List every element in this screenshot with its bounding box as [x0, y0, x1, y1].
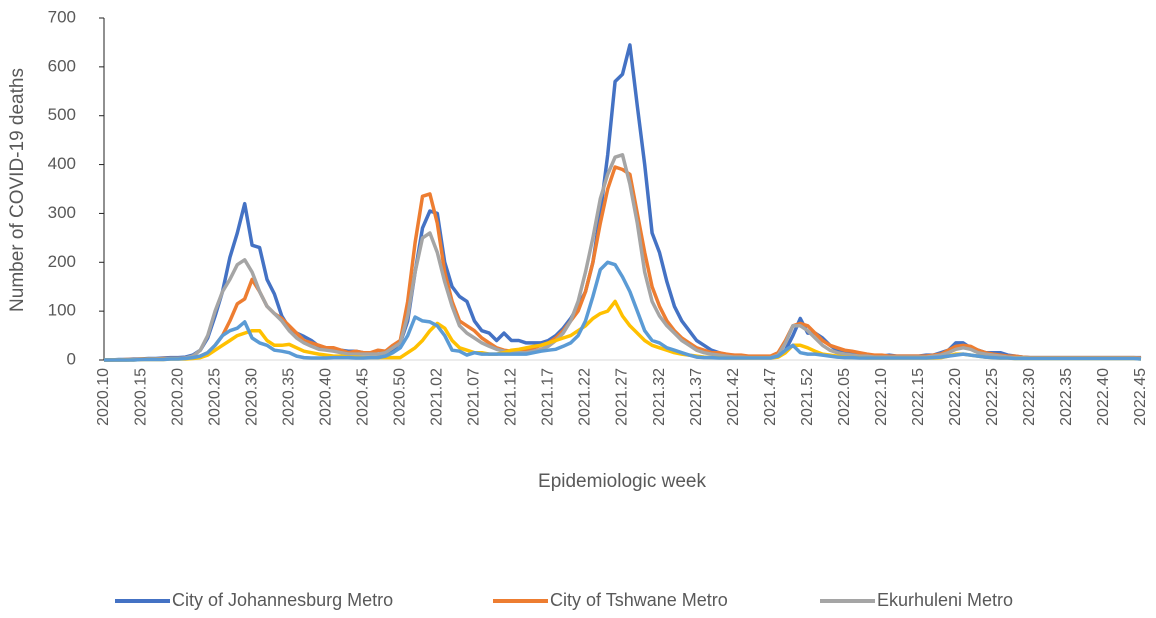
x-tick-label: 2022.40 [1095, 368, 1112, 426]
x-tick-label: 2021.17 [540, 368, 557, 426]
x-tick-label: 2021.12 [503, 368, 520, 426]
x-tick-label: 2021.42 [725, 368, 742, 426]
y-tick-label: 500 [48, 105, 76, 124]
x-tick-label: 2020.10 [95, 368, 112, 426]
x-tick-label: 2021.52 [799, 368, 816, 426]
x-tick-label: 2022.30 [1021, 368, 1038, 426]
y-tick-label: 100 [48, 301, 76, 320]
y-tick-label: 400 [48, 154, 76, 173]
x-tick-label: 2020.50 [392, 368, 409, 426]
x-tick-label: 2020.25 [206, 368, 223, 426]
x-tick-label: 2021.22 [577, 368, 594, 426]
y-tick-label: 700 [48, 7, 76, 26]
legend-label: City of Tshwane Metro [550, 590, 728, 610]
x-tick-label: 2022.15 [910, 368, 927, 426]
legend-label: City of Johannesburg Metro [172, 590, 393, 610]
x-tick-label: 2021.07 [466, 368, 483, 426]
x-tick-label: 2022.10 [873, 368, 890, 426]
x-tick-label: 2020.15 [132, 368, 149, 426]
x-tick-label: 2022.25 [984, 368, 1001, 426]
x-tick-label: 2020.45 [354, 368, 371, 426]
x-tick-label: 2022.45 [1132, 368, 1149, 426]
x-tick-label: 2022.35 [1058, 368, 1075, 426]
y-tick-label: 200 [48, 252, 76, 271]
x-tick-label: 2020.35 [280, 368, 297, 426]
x-tick-label: 2021.02 [429, 368, 446, 426]
x-tick-label: 2020.20 [169, 368, 186, 426]
y-tick-label: 0 [67, 349, 76, 368]
y-tick-label: 300 [48, 203, 76, 222]
x-axis-title: Epidemiologic week [538, 471, 706, 492]
y-tick-label: 600 [48, 56, 76, 75]
series-line [104, 260, 1142, 362]
legend-label: Ekurhuleni Metro [877, 590, 1013, 610]
x-tick-label: 2021.32 [651, 368, 668, 426]
x-tick-label: 2021.47 [762, 368, 779, 426]
x-tick-label: 2022.05 [836, 368, 853, 426]
x-tick-label: 2022.20 [947, 368, 964, 426]
x-tick-label: 2020.40 [317, 368, 334, 426]
x-tick-label: 2021.27 [614, 368, 631, 426]
y-axis-title: Number of COVID-19 deaths [7, 68, 28, 312]
x-tick-label: 2021.37 [688, 368, 705, 426]
series-line [104, 153, 1142, 362]
x-tick-label: 2020.30 [243, 368, 260, 426]
